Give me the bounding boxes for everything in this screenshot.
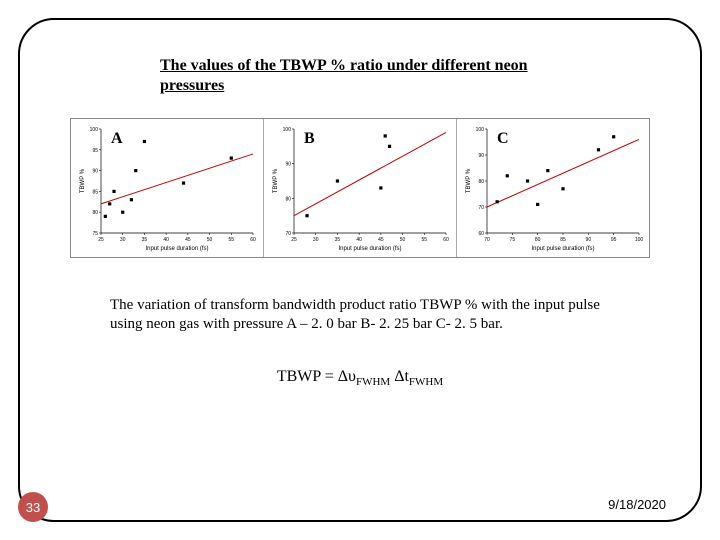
- svg-text:100: 100: [90, 127, 99, 133]
- svg-text:100: 100: [635, 237, 644, 243]
- page-number-badge: 33: [18, 492, 48, 522]
- formula-sub1: FWHM: [356, 376, 390, 388]
- charts-row: 75 80 85 90 95 100 25 30 35 40 45 50 55 60 A TBWP % Inpu…: [70, 118, 650, 258]
- svg-text:80: 80: [478, 179, 484, 185]
- svg-text:100: 100: [283, 127, 292, 133]
- formula-lhs: TBWP: [277, 368, 321, 385]
- svg-text:55: 55: [422, 237, 428, 243]
- svg-text:25: 25: [291, 237, 297, 243]
- svg-text:35: 35: [335, 237, 341, 243]
- svg-text:95: 95: [92, 148, 98, 154]
- slide: The values of the TBWP % ratio under dif…: [0, 0, 720, 540]
- svg-text:C: C: [497, 130, 509, 147]
- svg-text:45: 45: [185, 237, 191, 243]
- svg-text:35: 35: [142, 237, 148, 243]
- svg-text:55: 55: [229, 237, 235, 243]
- title-line-1: The values of the TBWP % ratio under dif…: [160, 57, 528, 74]
- svg-text:45: 45: [378, 237, 384, 243]
- svg-text:85: 85: [92, 189, 98, 195]
- svg-text:90: 90: [586, 237, 592, 243]
- svg-text:25: 25: [98, 237, 104, 243]
- svg-text:50: 50: [400, 237, 406, 243]
- formula: TBWP = ΔυFWHM ΔtFWHM: [0, 368, 720, 388]
- svg-text:TBWP %: TBWP %: [466, 168, 472, 193]
- svg-text:40: 40: [163, 237, 169, 243]
- chart-b-svg: 7080901002530354045505560BTBWP %Input pu…: [268, 123, 452, 253]
- svg-text:95: 95: [611, 237, 617, 243]
- title-line-2: pressures: [160, 77, 224, 94]
- formula-deltav: Δυ: [338, 368, 356, 385]
- formula-eq: =: [321, 368, 338, 385]
- svg-text:80: 80: [92, 210, 98, 216]
- svg-text:30: 30: [120, 237, 126, 243]
- svg-text:90: 90: [92, 169, 98, 175]
- svg-text:70: 70: [478, 205, 484, 211]
- svg-text:30: 30: [313, 237, 319, 243]
- svg-text:80: 80: [285, 196, 291, 202]
- svg-text:50: 50: [207, 237, 213, 243]
- slide-title: The values of the TBWP % ratio under dif…: [160, 56, 580, 96]
- formula-deltat: Δt: [390, 368, 409, 385]
- svg-text:TBWP %: TBWP %: [273, 168, 279, 193]
- figure-caption: The variation of transform bandwidth pro…: [110, 296, 600, 334]
- page-number: 33: [26, 500, 40, 515]
- slide-date: 9/18/2020: [608, 497, 666, 512]
- chart-panel-c: 60708090100707580859095100CTBWP %Input p…: [457, 119, 649, 257]
- chart-panel-b: 7080901002530354045505560BTBWP %Input pu…: [264, 119, 457, 257]
- svg-text:Input pulse duration (fs): Input pulse duration (fs): [145, 246, 208, 252]
- svg-text:100: 100: [476, 127, 485, 133]
- formula-sub2: FWHM: [409, 376, 443, 388]
- svg-text:Input pulse duration (fs): Input pulse duration (fs): [338, 246, 401, 252]
- svg-text:80: 80: [535, 237, 541, 243]
- svg-text:60: 60: [250, 237, 256, 243]
- svg-text:TBWP %: TBWP %: [80, 168, 86, 193]
- svg-text:B: B: [304, 130, 315, 147]
- svg-text:90: 90: [478, 153, 484, 159]
- svg-text:90: 90: [285, 162, 291, 168]
- svg-text:40: 40: [356, 237, 362, 243]
- svg-text:60: 60: [443, 237, 449, 243]
- chart-a-svg: 75808590951002530354045505560ATBWP %Inpu…: [75, 123, 259, 253]
- chart-panel-a: 75808590951002530354045505560ATBWP %Inpu…: [71, 119, 264, 257]
- chart-c-svg: 60708090100707580859095100CTBWP %Input p…: [461, 123, 645, 253]
- svg-text:85: 85: [560, 237, 566, 243]
- svg-text:A: A: [111, 130, 123, 147]
- svg-text:Input pulse duration (fs): Input pulse duration (fs): [531, 246, 594, 252]
- svg-text:70: 70: [484, 237, 490, 243]
- svg-text:75: 75: [510, 237, 516, 243]
